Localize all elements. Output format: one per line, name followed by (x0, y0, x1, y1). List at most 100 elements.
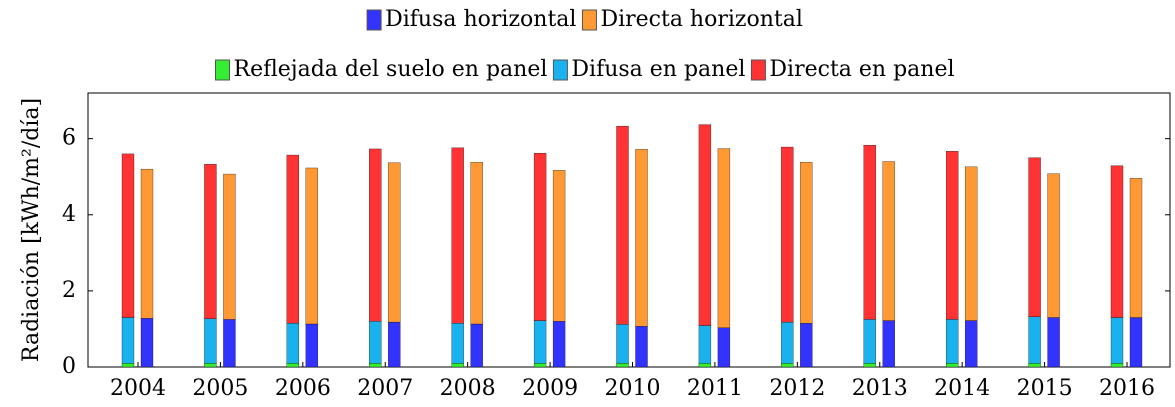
bar-segment (533, 152, 547, 321)
bar-segment (121, 317, 135, 364)
legend-swatch (366, 9, 382, 31)
x-tick-label: 2010 (605, 376, 661, 401)
x-tick-label: 2005 (192, 376, 248, 401)
bar-segment (286, 154, 299, 324)
legend-item: Directa en panel (750, 57, 955, 82)
bar-segment (470, 323, 483, 368)
legend-swatch (750, 59, 766, 81)
bar-segment (369, 321, 382, 364)
x-tick-label: 2007 (357, 376, 413, 401)
x-tick-label: 2014 (934, 376, 990, 401)
legend-item: Reflejada del suelo en panel (215, 57, 548, 82)
bar-segment (533, 363, 547, 368)
legend-label: Reflejada del suelo en panel (234, 57, 548, 82)
x-tick-label: 2006 (275, 376, 331, 401)
y-axis-label: Radiación [kWh/m²/día] (19, 98, 44, 362)
bar-segment (305, 323, 318, 368)
bar-segment (882, 320, 895, 368)
legend-swatch (581, 9, 597, 31)
bar-segment (204, 164, 217, 319)
bar-segment (369, 363, 382, 368)
bar-segment (286, 323, 299, 364)
bar-segment (1110, 165, 1124, 318)
bar-segment (635, 326, 648, 368)
legend-item: Difusa en panel (552, 57, 745, 82)
bar-segment (1129, 178, 1143, 318)
bar-segment (1028, 316, 1041, 364)
bar-segment (863, 319, 876, 364)
legend-label: Difusa horizontal (385, 7, 576, 32)
bar-segment (781, 321, 794, 364)
bar-segment (1028, 157, 1041, 317)
bar-segment (121, 153, 135, 318)
bar-segment (1129, 317, 1143, 368)
bar-segment (616, 324, 629, 364)
legend-label: Directa horizontal (600, 7, 802, 32)
bar-segment (121, 363, 135, 368)
legend-item: Difusa horizontal (366, 7, 576, 32)
bar-segment (946, 151, 959, 320)
bar-segment (800, 162, 813, 324)
bar-segment (698, 363, 712, 368)
bar-segment (1047, 317, 1060, 368)
legend-swatch (215, 59, 230, 81)
bar-segment (140, 168, 154, 319)
bar-segment (552, 321, 566, 368)
bar-segment (286, 363, 299, 368)
bar-segment (451, 147, 464, 324)
bar-segment (616, 125, 629, 325)
y-tick-label: 6 (62, 126, 76, 151)
bar-segment (140, 318, 154, 368)
bar-segment (223, 319, 236, 368)
bar-segment (882, 161, 895, 321)
bar-segment (800, 323, 813, 368)
bar-segment (698, 325, 712, 364)
bar-segment (698, 124, 712, 326)
y-tick-label: 2 (62, 278, 76, 303)
bar-segment (965, 320, 978, 368)
bar-segment (1028, 363, 1041, 368)
plot-frame (87, 92, 1171, 368)
x-tick-label: 2008 (440, 376, 496, 401)
legend-label: Directa en panel (769, 57, 954, 82)
y-tick-label: 4 (62, 202, 76, 227)
bar-segment (1047, 173, 1060, 318)
bar-segment (533, 320, 547, 364)
bar-segment (204, 363, 217, 368)
bar-segment (552, 170, 566, 322)
legend-swatch (552, 59, 568, 81)
bar-segment (946, 319, 959, 364)
bar-segment (470, 162, 483, 325)
bar-segment (781, 146, 794, 323)
bar-segment (305, 167, 318, 325)
x-tick-label: 2016 (1099, 376, 1155, 401)
bar-segment (946, 363, 959, 368)
bar-segment (863, 144, 876, 320)
bar-segment (635, 149, 648, 327)
bar-segment (223, 173, 236, 320)
bar-segment (717, 327, 731, 368)
x-tick-label: 2004 (110, 376, 166, 401)
bar-segment (451, 363, 464, 368)
bar-segment (369, 148, 382, 322)
bar-segment (388, 321, 401, 368)
x-tick-label: 2012 (769, 376, 825, 401)
bar-segment (781, 363, 794, 368)
bar-segment (863, 363, 876, 368)
bar-segment (451, 323, 464, 364)
legend-item: Directa horizontal (581, 7, 803, 32)
x-tick-label: 2009 (522, 376, 578, 401)
bar-segment (616, 363, 629, 368)
bar-segment (717, 148, 731, 328)
legend-label: Difusa en panel (571, 57, 745, 82)
y-tick-label: 0 (62, 354, 76, 379)
x-tick-label: 2015 (1017, 376, 1073, 401)
x-tick-label: 2013 (852, 376, 908, 401)
bar-segment (965, 166, 978, 321)
bar-segment (388, 162, 401, 323)
x-tick-label: 2011 (687, 376, 743, 401)
bar-segment (1110, 317, 1124, 364)
bar-segment (204, 318, 217, 364)
bar-segment (1110, 363, 1124, 368)
